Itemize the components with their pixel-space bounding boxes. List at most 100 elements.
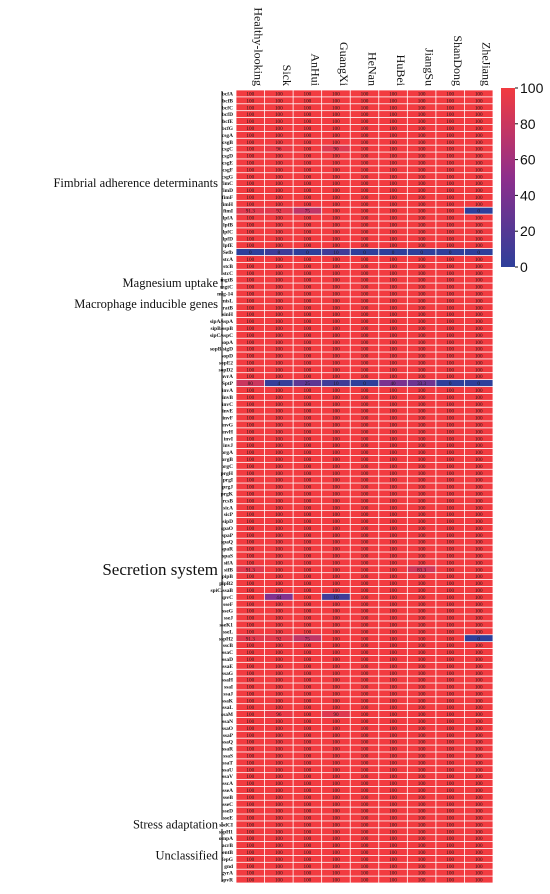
heatmap-cell (264, 435, 293, 442)
cell-value-label: 100 (361, 705, 369, 711)
cell-value-label: 100 (332, 843, 340, 849)
heatmap-cell (407, 400, 436, 407)
cell-value-label: 100 (361, 636, 369, 642)
heatmap-cell (379, 97, 407, 104)
cell-value-label: 100 (303, 705, 311, 711)
cell-value-label: 100 (275, 326, 283, 332)
cell-value-label: 100 (332, 92, 340, 98)
cell-value-label: 100 (418, 436, 426, 442)
heatmap-cell (464, 635, 493, 642)
cell-value-label: 100 (475, 485, 483, 491)
cell-value-label: 100 (475, 236, 483, 242)
row-label: rcsB (223, 498, 234, 504)
heatmap-cell (350, 428, 379, 435)
heatmap-cell (464, 669, 493, 676)
cell-value-label: 100 (418, 105, 426, 111)
heatmap-cell (407, 607, 436, 614)
heatmap-cell (350, 386, 379, 394)
cell-value-label: 100 (475, 650, 483, 656)
heatmap-cell (293, 779, 322, 787)
heatmap-cell (350, 145, 379, 152)
cell-value-label: 100 (332, 229, 340, 235)
heatmap-cell (407, 669, 436, 676)
heatmap-cell (236, 138, 265, 145)
heatmap-cell (379, 359, 407, 366)
heatmap-cell (350, 717, 379, 724)
heatmap-cell (322, 531, 350, 538)
cell-value-label: 100 (418, 512, 426, 518)
cell-value-label: 100 (418, 429, 426, 435)
cell-value-label: 100 (418, 636, 426, 642)
cell-value-label: 100 (446, 223, 454, 229)
heatmap-cell (407, 814, 436, 821)
heatmap-cell (293, 338, 322, 345)
heatmap-cell (236, 807, 265, 814)
cell-value-label: 100 (303, 574, 311, 580)
heatmap-cell (350, 697, 379, 704)
heatmap-cell (436, 676, 465, 683)
heatmap-cell (264, 517, 293, 525)
cell-value-label: 100 (303, 533, 311, 539)
heatmap-cell (436, 704, 465, 711)
cell-value-label: 100 (303, 733, 311, 739)
cell-value-label: 100 (246, 126, 254, 132)
heatmap-cell (464, 545, 493, 552)
heatmap-cell (350, 779, 379, 787)
cell-value-label: 100 (418, 664, 426, 670)
heatmap-cell (407, 421, 436, 428)
heatmap-cell (293, 173, 322, 180)
heatmap-cell (264, 504, 293, 511)
heatmap-cell (379, 566, 407, 573)
cell-value-label: 100 (475, 533, 483, 539)
cell-value-label: 100 (418, 160, 426, 166)
cell-value-label: 100 (246, 147, 254, 153)
heatmap-cell (322, 793, 350, 800)
heatmap-cell (293, 828, 322, 835)
heatmap-cell (436, 317, 465, 325)
heatmap-cell (436, 90, 465, 97)
heatmap-cell (436, 600, 465, 607)
cell-value-label: 100 (303, 257, 311, 263)
heatmap-cell (322, 869, 350, 876)
cell-value-label: 100 (332, 167, 340, 173)
row-label: avrA (221, 374, 233, 380)
cell-value-label: 100 (475, 829, 483, 835)
heatmap-cell (322, 669, 350, 676)
cell-value-label: 100 (475, 305, 483, 311)
cell-value-label: 91.3 (246, 209, 255, 215)
heatmap-cell (379, 731, 407, 738)
heatmap-cell (436, 290, 465, 297)
heatmap-cell (379, 752, 407, 759)
heatmap-cell (379, 531, 407, 538)
cell-value-label: 100 (275, 505, 283, 511)
heatmap-cell (407, 490, 436, 497)
cell-value-label: 100 (418, 767, 426, 773)
heatmap-cell (379, 249, 407, 256)
cell-value-label: 100 (389, 774, 397, 780)
cell-value-label: 100 (475, 291, 483, 297)
cell-value-label: 100 (446, 560, 454, 566)
cell-value-label: 100 (418, 760, 426, 766)
heatmap-cell (407, 242, 436, 249)
heatmap-cell (350, 642, 379, 649)
heatmap-cell (464, 800, 493, 807)
heatmap-cell (407, 821, 436, 828)
heatmap-cell (464, 159, 493, 166)
heatmap-cell (436, 262, 465, 269)
heatmap-cell (407, 717, 436, 724)
heatmap-cell (350, 586, 379, 593)
group-label: Secretion system (102, 560, 218, 579)
cell-value-label: 100 (303, 809, 311, 815)
cell-value-label: 100 (389, 209, 397, 215)
cell-value-label: 100 (332, 485, 340, 491)
cell-value-label: 100 (361, 519, 369, 525)
cell-value-label: 100 (446, 485, 454, 491)
heatmap-cell (293, 317, 322, 325)
heatmap-cell (350, 773, 379, 780)
heatmap-cell (293, 786, 322, 793)
heatmap-cell (407, 269, 436, 276)
cell-value-label: 100 (475, 98, 483, 104)
row-label: pipB (222, 574, 233, 580)
cell-value-label: 100 (275, 374, 283, 380)
heatmap-cell (379, 559, 407, 566)
